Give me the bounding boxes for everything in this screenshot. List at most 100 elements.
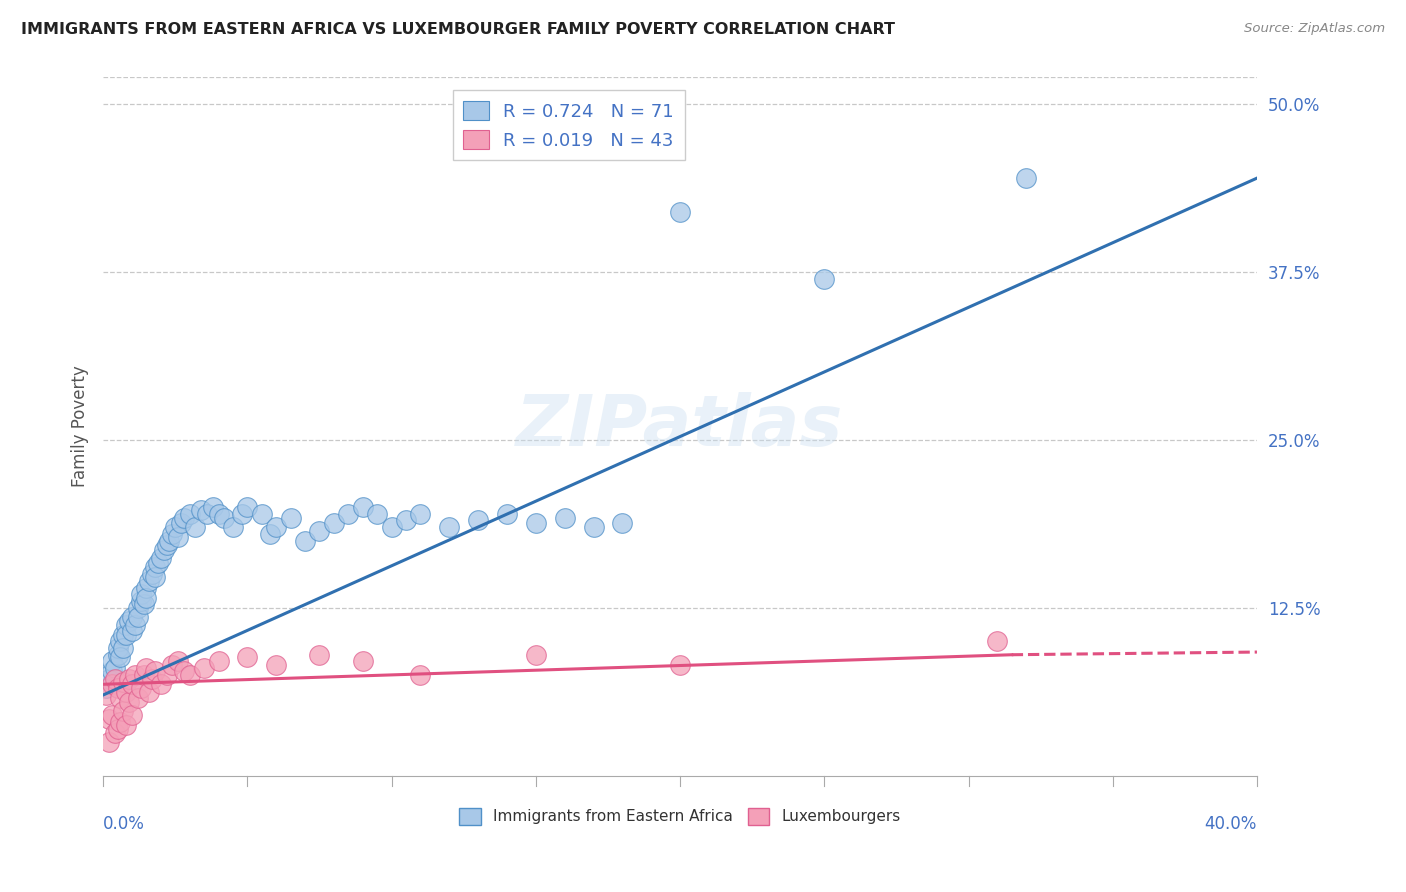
Legend: Immigrants from Eastern Africa, Luxembourgers: Immigrants from Eastern Africa, Luxembou… bbox=[453, 802, 907, 830]
Point bbox=[496, 507, 519, 521]
Point bbox=[110, 650, 132, 665]
Point bbox=[280, 510, 302, 524]
Point bbox=[236, 650, 259, 665]
Point bbox=[439, 520, 461, 534]
Point bbox=[104, 725, 127, 739]
Point bbox=[135, 581, 157, 595]
Point bbox=[214, 510, 236, 524]
Point bbox=[173, 510, 195, 524]
Point bbox=[101, 655, 124, 669]
Point bbox=[118, 695, 141, 709]
Point bbox=[1015, 171, 1038, 186]
Point bbox=[121, 624, 143, 638]
Point bbox=[107, 640, 129, 655]
Point bbox=[222, 520, 245, 534]
Point bbox=[170, 516, 193, 531]
Point bbox=[141, 567, 163, 582]
Point bbox=[107, 722, 129, 736]
Point bbox=[127, 600, 149, 615]
Point bbox=[264, 658, 287, 673]
Point bbox=[107, 648, 129, 662]
Point bbox=[582, 520, 605, 534]
Point bbox=[167, 530, 190, 544]
Point bbox=[207, 507, 229, 521]
Point bbox=[308, 648, 330, 662]
Point bbox=[143, 560, 166, 574]
Point bbox=[104, 672, 127, 686]
Text: 0.0%: 0.0% bbox=[103, 815, 145, 833]
Point bbox=[124, 618, 146, 632]
Point bbox=[129, 594, 152, 608]
Point bbox=[152, 543, 174, 558]
Point bbox=[155, 668, 177, 682]
Point bbox=[149, 677, 172, 691]
Point bbox=[207, 655, 229, 669]
Point bbox=[612, 516, 634, 531]
Point bbox=[409, 507, 432, 521]
Point bbox=[104, 661, 127, 675]
Point bbox=[118, 672, 141, 686]
Point bbox=[115, 618, 138, 632]
Point bbox=[201, 500, 224, 514]
Point bbox=[179, 507, 201, 521]
Point bbox=[231, 507, 253, 521]
Point bbox=[135, 661, 157, 675]
Point bbox=[115, 685, 138, 699]
Point bbox=[308, 524, 330, 539]
Point bbox=[250, 507, 273, 521]
Point bbox=[110, 690, 132, 705]
Point bbox=[669, 204, 692, 219]
Point bbox=[195, 507, 218, 521]
Point bbox=[155, 538, 177, 552]
Point bbox=[322, 516, 344, 531]
Point bbox=[97, 735, 120, 749]
Point bbox=[986, 634, 1008, 648]
Point bbox=[173, 664, 195, 678]
Point bbox=[366, 507, 388, 521]
Point bbox=[149, 551, 172, 566]
Point bbox=[107, 681, 129, 696]
Point bbox=[669, 658, 692, 673]
Point bbox=[467, 513, 489, 527]
Point bbox=[395, 513, 418, 527]
Point bbox=[165, 520, 187, 534]
Point bbox=[112, 627, 135, 641]
Point bbox=[135, 591, 157, 606]
Point bbox=[259, 527, 281, 541]
Point bbox=[184, 520, 207, 534]
Point bbox=[101, 677, 124, 691]
Point bbox=[129, 587, 152, 601]
Point bbox=[121, 677, 143, 691]
Point bbox=[381, 520, 404, 534]
Point bbox=[159, 533, 181, 548]
Point bbox=[138, 574, 160, 588]
Point bbox=[110, 714, 132, 729]
Point bbox=[110, 634, 132, 648]
Point bbox=[121, 610, 143, 624]
Point bbox=[236, 500, 259, 514]
Point bbox=[352, 500, 374, 514]
Point bbox=[115, 627, 138, 641]
Point bbox=[132, 597, 155, 611]
Point bbox=[115, 717, 138, 731]
Point bbox=[554, 510, 576, 524]
Point bbox=[294, 533, 316, 548]
Point bbox=[352, 655, 374, 669]
Point bbox=[97, 712, 120, 726]
Y-axis label: Family Poverty: Family Poverty bbox=[72, 366, 89, 487]
Point bbox=[129, 681, 152, 696]
Point bbox=[143, 570, 166, 584]
Point bbox=[112, 674, 135, 689]
Point bbox=[167, 655, 190, 669]
Point bbox=[112, 640, 135, 655]
Point bbox=[524, 516, 547, 531]
Point bbox=[190, 502, 212, 516]
Point bbox=[97, 672, 120, 686]
Text: Source: ZipAtlas.com: Source: ZipAtlas.com bbox=[1244, 22, 1385, 36]
Point bbox=[141, 672, 163, 686]
Point bbox=[143, 664, 166, 678]
Point bbox=[121, 708, 143, 723]
Point bbox=[132, 668, 155, 682]
Point bbox=[118, 614, 141, 628]
Point bbox=[162, 527, 184, 541]
